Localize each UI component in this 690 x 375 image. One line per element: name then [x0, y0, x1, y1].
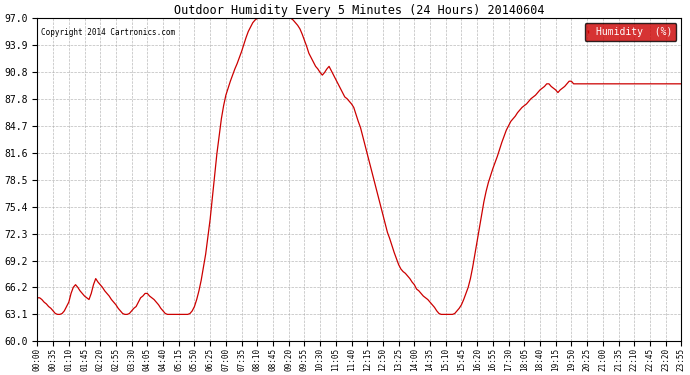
Legend: Humidity  (%): Humidity (%) — [584, 23, 676, 41]
Title: Outdoor Humidity Every 5 Minutes (24 Hours) 20140604: Outdoor Humidity Every 5 Minutes (24 Hou… — [174, 4, 544, 17]
Text: Copyright 2014 Cartronics.com: Copyright 2014 Cartronics.com — [41, 28, 175, 37]
